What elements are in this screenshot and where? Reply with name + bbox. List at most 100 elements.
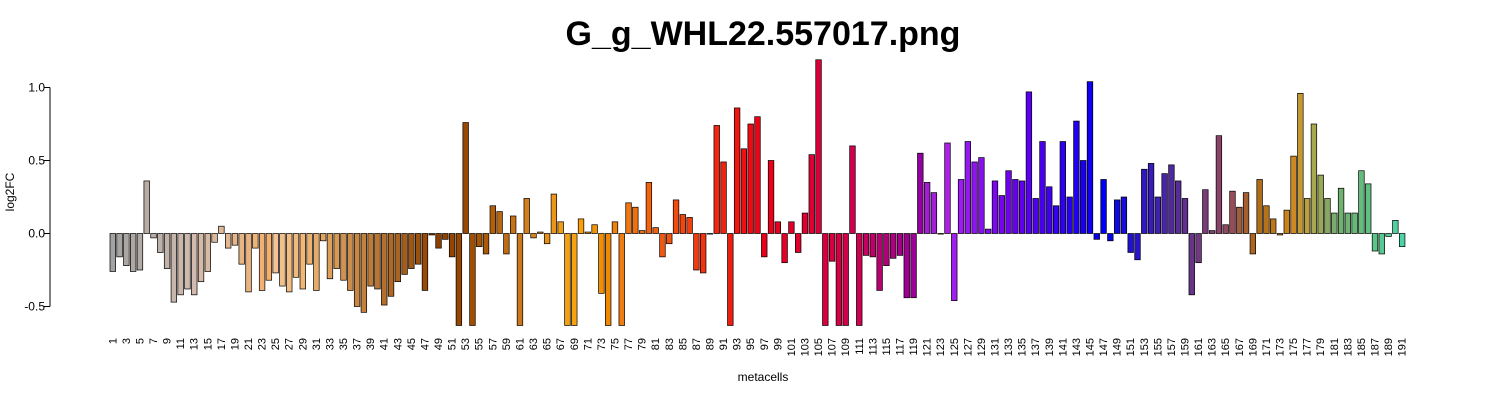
bar-metacell-65 xyxy=(543,233,551,245)
x-tick-label: 165 xyxy=(1220,338,1232,356)
bar-metacell-174 xyxy=(1283,209,1290,234)
bar-metacell-30 xyxy=(306,233,313,265)
bar-metacell-57 xyxy=(489,205,496,234)
bar-metacell-109 xyxy=(842,233,849,326)
bar-metacell-77 xyxy=(625,202,632,234)
bar-metacell-103 xyxy=(801,212,809,234)
x-tick-label: 65 xyxy=(542,338,554,350)
x-tick-label: 185 xyxy=(1356,338,1368,356)
x-tick-label: 105 xyxy=(813,338,825,356)
bar-metacell-92 xyxy=(727,233,734,326)
bar-metacell-39 xyxy=(367,233,374,287)
x-tick-label: 73 xyxy=(596,338,608,350)
bar-metacell-78 xyxy=(632,206,639,234)
bar-metacell-176 xyxy=(1297,92,1304,234)
x-tick-label: 109 xyxy=(840,338,852,356)
bar-metacell-64 xyxy=(537,231,544,234)
bar-metacell-32 xyxy=(320,233,327,242)
bar-metacell-113 xyxy=(869,233,876,258)
bar-metacell-104 xyxy=(808,154,815,234)
x-tick-label: 87 xyxy=(691,338,703,350)
bar-metacell-27 xyxy=(286,233,293,293)
bar-metacell-136 xyxy=(1025,91,1033,234)
bar-metacell-20 xyxy=(238,233,245,265)
bar-metacell-67 xyxy=(557,221,564,234)
bar-metacell-36 xyxy=(347,233,354,291)
bar-metacell-87 xyxy=(693,233,700,271)
x-tick-label: 57 xyxy=(487,338,499,350)
x-tick-label: 125 xyxy=(949,338,961,356)
x-tick-label: 133 xyxy=(1003,338,1015,356)
bar-metacell-53 xyxy=(462,122,469,234)
x-tick-label: 107 xyxy=(827,338,839,356)
bar-metacell-110 xyxy=(849,145,856,234)
bar-metacell-170 xyxy=(1256,179,1263,234)
bar-metacell-153 xyxy=(1141,168,1148,234)
bar-metacell-89 xyxy=(706,233,714,235)
x-tick-label: 135 xyxy=(1017,338,1029,356)
bar-metacell-139 xyxy=(1046,186,1053,234)
bar-metacell-180 xyxy=(1324,198,1331,234)
bar-metacell-75 xyxy=(611,221,619,234)
bar-metacell-10 xyxy=(170,233,178,303)
x-tick-label: 155 xyxy=(1152,338,1164,356)
x-tick-label: 171 xyxy=(1261,338,1273,356)
x-tick-label: 1 xyxy=(107,338,119,344)
bar-metacell-51 xyxy=(448,233,456,258)
bar-metacell-182 xyxy=(1337,187,1345,234)
bar-metacell-140 xyxy=(1052,205,1060,234)
bar-metacell-22 xyxy=(252,233,259,249)
bar-metacell-84 xyxy=(672,199,680,234)
bar-metacell-97 xyxy=(761,233,768,258)
x-tick-label: 7 xyxy=(148,338,160,344)
bar-metacell-83 xyxy=(666,233,673,245)
x-tick-label: 93 xyxy=(732,338,744,350)
bar-metacell-21 xyxy=(245,233,252,293)
bar-metacell-29 xyxy=(299,233,306,290)
bar-metacell-35 xyxy=(340,233,347,281)
x-tick-label: 5 xyxy=(134,338,146,344)
bar-metacell-47 xyxy=(421,233,429,291)
x-tick-labels: 1 3 5 7 9 11 13 15 17 19 21 23 25 27 29 31 33 35 37 39 41 43 4… xyxy=(107,338,1408,356)
x-tick-label: 3 xyxy=(121,338,133,344)
bar-metacell-183 xyxy=(1344,212,1352,234)
x-axis-label: metacells xyxy=(738,370,789,384)
bar-metacell-54 xyxy=(469,233,476,326)
x-tick-label: 137 xyxy=(1030,338,1042,356)
x-tick-label: 51 xyxy=(447,338,459,350)
bar-metacell-147 xyxy=(1100,179,1107,234)
bar-metacell-38 xyxy=(360,233,368,313)
x-tick-label: 53 xyxy=(460,338,472,350)
bar-metacell-166 xyxy=(1229,190,1236,234)
x-tick-label: 143 xyxy=(1071,338,1083,356)
bar-metacell-33 xyxy=(326,233,334,280)
x-tick-label: 37 xyxy=(352,338,364,350)
x-tick-label: 189 xyxy=(1383,338,1395,356)
x-tick-label: 145 xyxy=(1084,338,1096,356)
bar-metacell-15 xyxy=(204,233,211,272)
x-tick-label: 119 xyxy=(908,338,920,356)
x-tick-label: 187 xyxy=(1370,338,1382,356)
bar-metacell-62 xyxy=(523,198,530,234)
bar-metacell-45 xyxy=(408,233,415,269)
bar-metacell-185 xyxy=(1358,170,1365,234)
bar-metacell-184 xyxy=(1351,212,1358,234)
bar-metacell-58 xyxy=(496,211,503,234)
bar-metacell-190 xyxy=(1392,220,1399,234)
y-tick-label: 0.5 xyxy=(28,154,45,168)
bar-metacell-52 xyxy=(455,233,463,326)
bar-metacell-23 xyxy=(258,233,266,291)
x-tick-label: 69 xyxy=(569,338,581,350)
x-tick-label: 85 xyxy=(677,338,689,350)
bar-metacell-148 xyxy=(1107,233,1114,242)
x-tick-label: 157 xyxy=(1166,338,1178,356)
bar-metacell-130 xyxy=(985,228,992,234)
bar-metacell-152 xyxy=(1134,233,1141,261)
bar-metacell-181 xyxy=(1331,212,1338,234)
bar-metacell-112 xyxy=(862,233,870,256)
bar-metacell-66 xyxy=(550,193,558,234)
bar-metacell-120 xyxy=(917,152,924,234)
bar-metacell-160 xyxy=(1188,233,1195,296)
x-tick-label: 163 xyxy=(1207,338,1219,356)
x-tick-label: 89 xyxy=(704,338,716,350)
